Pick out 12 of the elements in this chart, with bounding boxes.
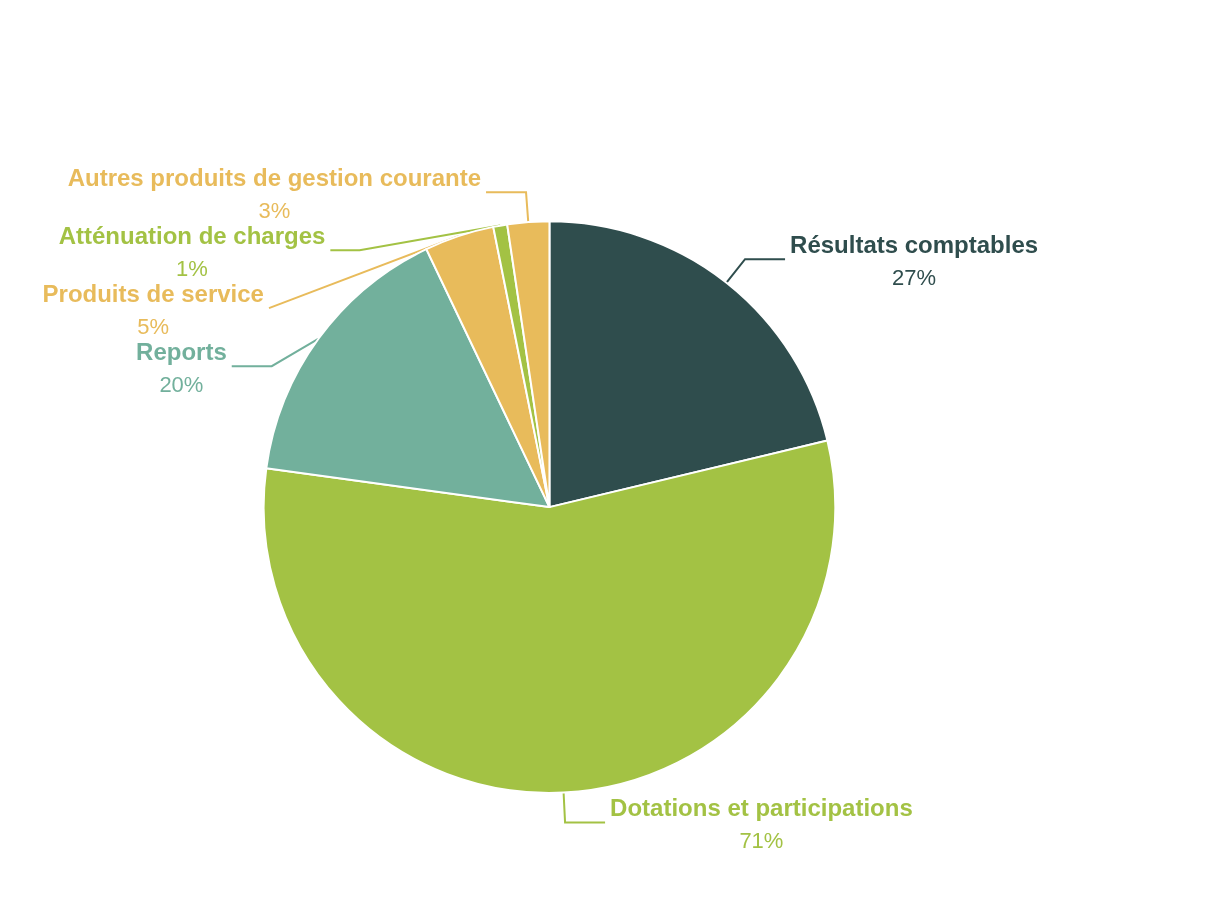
slice-label: Dotations et participations [610,794,913,822]
slice-label: Reports [136,337,227,365]
data-label: 71% [739,828,784,854]
data-label: 1% [176,255,208,281]
data-label: 3% [258,197,291,223]
slice-label: Atténuation de charges [58,221,326,249]
slice-label: Résultats comptables [790,230,1039,258]
slice-label: Produits de service [42,279,264,307]
slice-label: Autres produits de gestion courante [67,163,482,191]
data-label: 20% [159,371,204,397]
data-label: 5% [137,313,170,339]
data-label: 27% [892,264,937,290]
